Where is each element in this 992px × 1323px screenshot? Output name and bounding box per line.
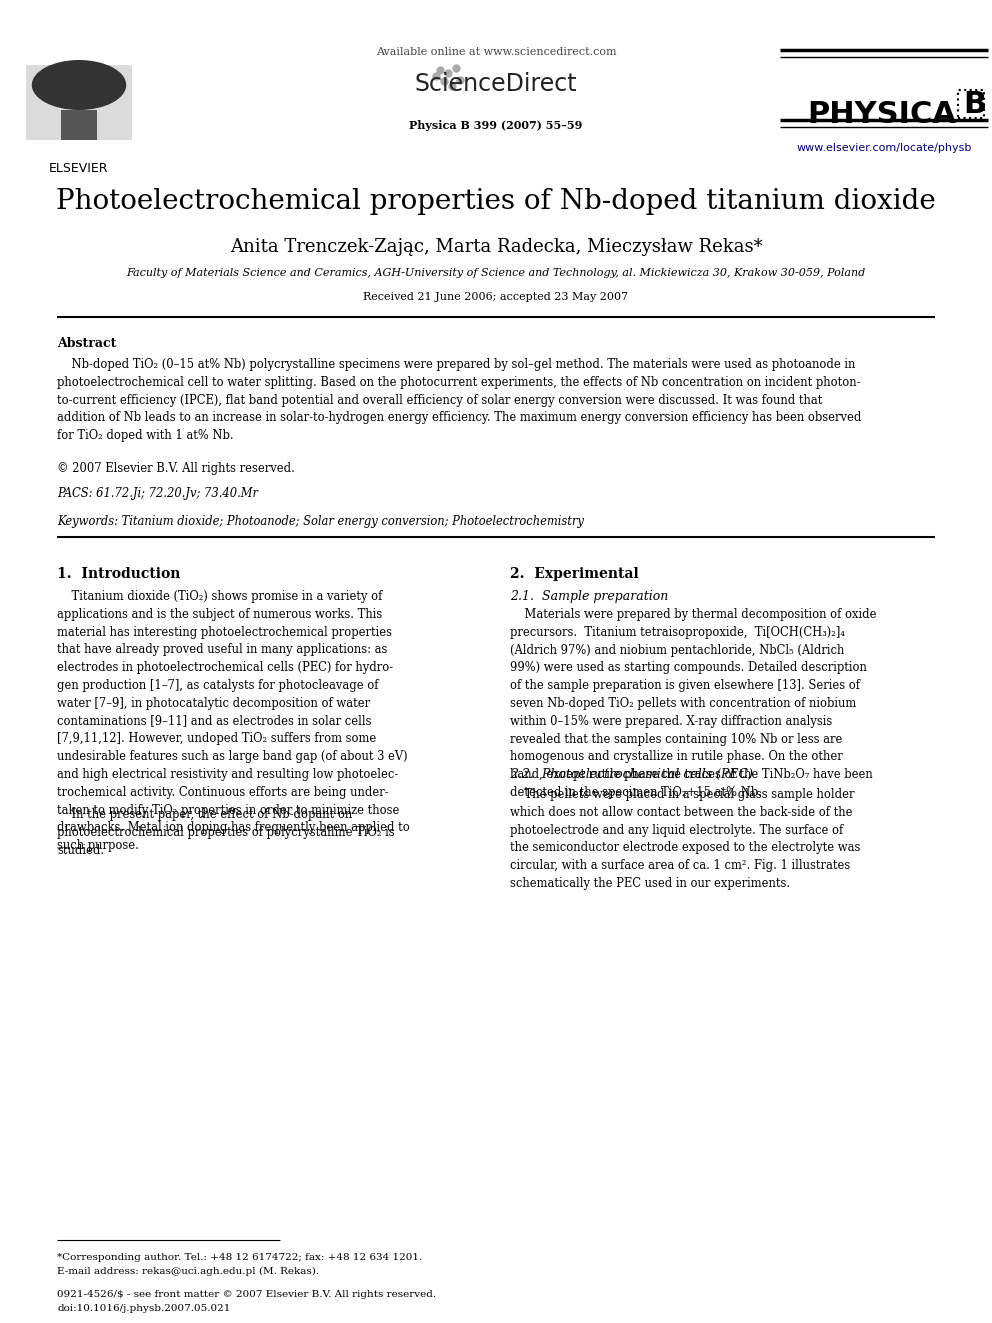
- Ellipse shape: [32, 60, 126, 110]
- Text: Received 21 June 2006; accepted 23 May 2007: Received 21 June 2006; accepted 23 May 2…: [363, 292, 629, 302]
- Text: PHYSICA: PHYSICA: [807, 101, 956, 130]
- Text: *Corresponding author. Tel.: +48 12 6174722; fax: +48 12 634 1201.: *Corresponding author. Tel.: +48 12 6174…: [57, 1253, 423, 1262]
- Text: Materials were prepared by thermal decomposition of oxide
precursors.  Titanium : Materials were prepared by thermal decom…: [510, 609, 877, 799]
- Text: Physica B 399 (2007) 55–59: Physica B 399 (2007) 55–59: [410, 120, 582, 131]
- Text: Photoelectrochemical properties of Nb-doped titanium dioxide: Photoelectrochemical properties of Nb-do…: [57, 188, 935, 216]
- Text: 2.2.  Photoelectrochemical cells (PEC): 2.2. Photoelectrochemical cells (PEC): [510, 767, 753, 781]
- Text: 1.  Introduction: 1. Introduction: [57, 568, 181, 581]
- Text: ScienceDirect: ScienceDirect: [415, 71, 577, 97]
- Text: ELSEVIER: ELSEVIER: [50, 161, 109, 175]
- Text: doi:10.1016/j.physb.2007.05.021: doi:10.1016/j.physb.2007.05.021: [57, 1304, 230, 1312]
- Text: Keywords: Titanium dioxide; Photoanode; Solar energy conversion; Photoelectroche: Keywords: Titanium dioxide; Photoanode; …: [57, 515, 584, 528]
- Text: Titanium dioxide (TiO₂) shows promise in a variety of
applications and is the su: Titanium dioxide (TiO₂) shows promise in…: [57, 590, 410, 852]
- Text: Anita Trenczek-Zając, Marta Radecka, Mieczysław Rekas*: Anita Trenczek-Zając, Marta Radecka, Mie…: [229, 238, 763, 255]
- Text: 2.1.  Sample preparation: 2.1. Sample preparation: [510, 590, 669, 603]
- Bar: [26, 65, 132, 140]
- Text: www.elsevier.com/locate/physb: www.elsevier.com/locate/physb: [797, 143, 972, 153]
- Text: Available online at www.sciencedirect.com: Available online at www.sciencedirect.co…: [376, 48, 616, 57]
- Text: 2.  Experimental: 2. Experimental: [510, 568, 639, 581]
- Text: Faculty of Materials Science and Ceramics, AGH-University of Science and Technol: Faculty of Materials Science and Ceramic…: [126, 269, 866, 278]
- Text: 0921-4526/$ - see front matter © 2007 Elsevier B.V. All rights reserved.: 0921-4526/$ - see front matter © 2007 El…: [57, 1290, 436, 1299]
- Text: B: B: [963, 90, 986, 119]
- Text: © 2007 Elsevier B.V. All rights reserved.: © 2007 Elsevier B.V. All rights reserved…: [57, 462, 295, 475]
- Text: Nb-doped TiO₂ (0–15 at% Nb) polycrystalline specimens were prepared by sol–gel m: Nb-doped TiO₂ (0–15 at% Nb) polycrystall…: [57, 359, 861, 442]
- Text: Abstract: Abstract: [57, 337, 116, 351]
- Bar: [62, 110, 96, 140]
- Text: PACS: 61.72.Ji; 72.20.Jv; 73.40.Mr: PACS: 61.72.Ji; 72.20.Jv; 73.40.Mr: [57, 487, 258, 500]
- Text: The pellets were placed in a special glass sample holder
which does not allow co: The pellets were placed in a special gla…: [510, 789, 860, 890]
- Text: E-mail address: rekas@uci.agh.edu.pl (M. Rekas).: E-mail address: rekas@uci.agh.edu.pl (M.…: [57, 1267, 319, 1277]
- Text: In the present paper, the effect of Nb-dopant on
photoelectrochemical properties: In the present paper, the effect of Nb-d…: [57, 808, 395, 856]
- FancyBboxPatch shape: [958, 90, 984, 118]
